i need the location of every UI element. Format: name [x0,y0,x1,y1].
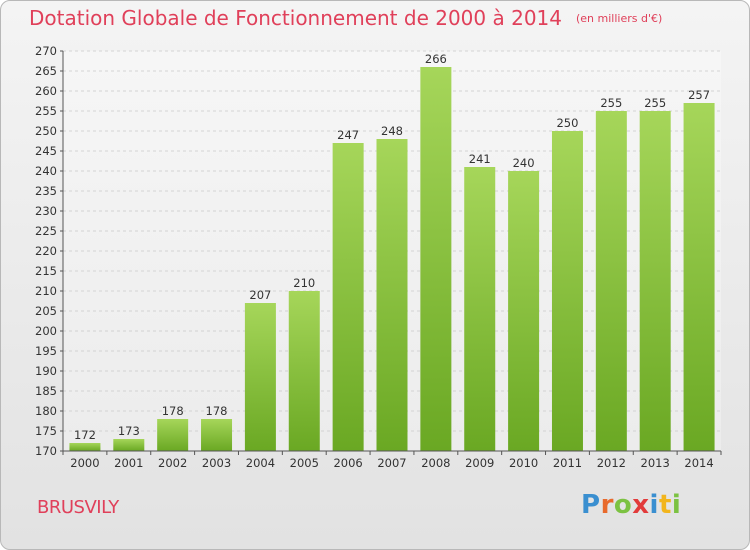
y-tick-label: 175 [35,424,57,438]
x-tick-label: 2013 [641,456,670,470]
chart-title: Dotation Globale de Fonctionnement de 20… [29,6,662,30]
bar [639,111,671,451]
bar [376,139,408,451]
bar [551,131,583,451]
bar [157,419,189,451]
x-tick-label: 2010 [509,456,538,470]
y-tick-label: 190 [35,364,57,378]
bar-value-label: 247 [337,128,359,142]
y-tick-label: 200 [35,324,57,338]
bar-value-label: 178 [206,404,228,418]
logo-letter: i [671,490,682,520]
y-tick-label: 215 [35,264,57,278]
y-tick-label: 185 [35,384,57,398]
y-tick-label: 260 [35,84,57,98]
x-tick-label: 2008 [421,456,450,470]
y-tick-label: 270 [35,44,57,58]
x-tick-label: 2007 [377,456,406,470]
bar [595,111,627,451]
bar [332,143,364,451]
bar-value-label: 255 [600,96,622,110]
y-tick-label: 210 [35,284,57,298]
y-tick-label: 170 [35,444,57,458]
x-tick-label: 2000 [70,456,99,470]
logo-letter: o [613,490,633,520]
x-tick-label: 2004 [246,456,275,470]
y-tick-label: 225 [35,224,57,238]
y-tick-label: 235 [35,184,57,198]
y-tick-label: 195 [35,344,57,358]
y-tick-label: 180 [35,404,57,418]
y-tick-label: 250 [35,124,57,138]
bar [201,419,233,451]
bar-value-label: 250 [556,116,578,130]
y-tick-label: 240 [35,164,57,178]
bar-value-label: 207 [249,288,271,302]
bar-value-label: 240 [513,156,535,170]
logo-letter: x [632,490,650,520]
y-tick-label: 205 [35,304,57,318]
x-tick-label: 2011 [553,456,582,470]
x-tick-label: 2001 [114,456,143,470]
bar-value-label: 210 [293,276,315,290]
y-tick-label: 230 [35,204,57,218]
x-tick-label: 2006 [333,456,362,470]
bar [508,171,540,451]
logo-letter: t [658,490,672,520]
bar [244,303,276,451]
bar [464,167,496,451]
bar-value-label: 255 [644,96,666,110]
x-tick-label: 2014 [684,456,713,470]
x-tick-label: 2009 [465,456,494,470]
commune-name: BRUSVILY [37,497,119,518]
bar [420,67,452,451]
bar-value-label: 241 [469,152,491,166]
chart-title-text: Dotation Globale de Fonctionnement de 20… [29,6,562,30]
x-tick-label: 2005 [290,456,319,470]
x-tick-label: 2002 [158,456,187,470]
proxiti-logo: Proxiti [581,490,681,520]
bar-value-label: 257 [688,88,710,102]
bar-value-label: 178 [162,404,184,418]
bar [69,443,101,451]
bar-value-label: 172 [74,428,96,442]
logo-letter: r [600,490,614,520]
bar-value-label: 248 [381,124,403,138]
y-tick-label: 220 [35,244,57,258]
logo-letter: P [581,490,601,520]
bar [113,439,145,451]
x-tick-label: 2003 [202,456,231,470]
bar [288,291,320,451]
y-tick-label: 255 [35,104,57,118]
y-tick-label: 245 [35,144,57,158]
x-tick-label: 2012 [597,456,626,470]
y-tick-label: 265 [35,64,57,78]
chart-subtitle: (en milliers d'€) [576,12,663,25]
logo-letter: i [649,490,659,520]
bar-value-label: 266 [425,52,447,66]
bar-value-label: 173 [118,424,140,438]
bar [683,103,715,451]
